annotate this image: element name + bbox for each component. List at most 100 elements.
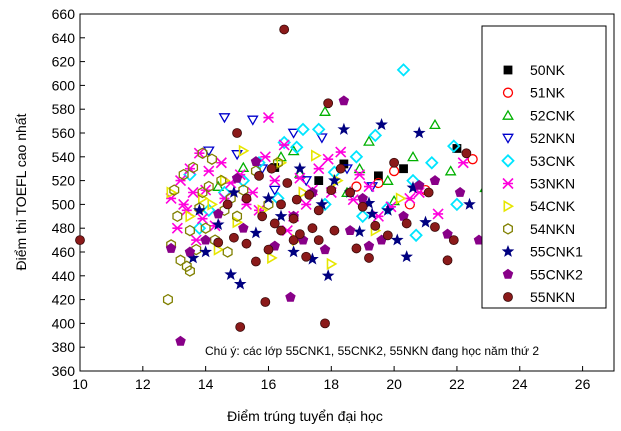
x-tick-label: 12 <box>135 376 151 392</box>
data-point <box>272 157 283 169</box>
data-point <box>300 198 312 210</box>
data-point <box>363 180 375 193</box>
data-point <box>315 133 328 144</box>
data-point <box>276 199 286 210</box>
data-point <box>425 156 439 170</box>
data-point <box>344 225 356 236</box>
data-point <box>235 322 246 332</box>
legend-marker-54NKN <box>503 223 513 235</box>
data-point <box>162 293 173 306</box>
data-point <box>211 217 225 231</box>
legend-marker-52NKN <box>502 133 514 144</box>
data-point <box>193 203 206 216</box>
data-point <box>432 208 444 220</box>
data-point <box>259 151 271 163</box>
data-point <box>301 251 312 262</box>
data-point <box>381 203 395 216</box>
legend-marker-55CNK1 <box>501 244 515 257</box>
data-point <box>187 186 199 199</box>
data-point <box>178 198 190 210</box>
data-point <box>326 257 338 271</box>
legend-marker-54CNK <box>503 200 515 213</box>
data-point <box>287 128 300 139</box>
data-point <box>313 235 324 246</box>
y-axis-label: Điểm thi TOEFL cao nhất <box>13 113 29 270</box>
data-point <box>269 175 281 187</box>
legend-marker-55CNK2 <box>502 268 514 279</box>
legend: 50NK 51NK 52CNK 52NKN 53CNK 53NKN 54CNK 54NKN 55… <box>481 25 607 309</box>
data-point <box>335 146 347 158</box>
data-point <box>370 220 381 231</box>
data-point <box>171 222 183 234</box>
data-point <box>216 174 227 187</box>
legend-label: 54CNK <box>530 198 576 214</box>
data-point <box>268 185 281 196</box>
data-point <box>353 225 366 238</box>
data-point <box>215 157 227 169</box>
data-point <box>190 234 202 246</box>
data-point <box>351 243 362 254</box>
data-point <box>365 207 379 220</box>
data-point <box>442 228 453 239</box>
legend-label: 50NK <box>530 62 566 78</box>
data-point <box>232 216 244 229</box>
data-point <box>291 194 302 205</box>
legend-items: 50NK 51NK 52CNK 52NKN 53CNK 53NKN 54CNK 54NKN 55… <box>501 62 583 305</box>
x-tick-label: 20 <box>386 376 402 392</box>
data-point <box>206 153 217 165</box>
data-point <box>278 139 290 151</box>
data-point <box>389 157 400 168</box>
data-point <box>232 128 242 138</box>
data-point <box>429 118 441 130</box>
data-point <box>319 244 331 255</box>
x-tick-label: 18 <box>324 376 340 392</box>
data-point <box>353 169 366 181</box>
data-point <box>188 161 199 174</box>
data-point <box>294 229 305 240</box>
data-point <box>321 269 335 282</box>
data-point <box>289 140 304 155</box>
data-point <box>404 192 416 205</box>
data-points <box>75 24 551 346</box>
x-tick-label: 10 <box>72 376 88 392</box>
y-tick-label: 360 <box>52 363 76 379</box>
y-tick-label: 460 <box>52 244 76 260</box>
data-point <box>266 163 277 174</box>
data-point <box>276 225 286 236</box>
data-point <box>357 201 368 212</box>
data-point <box>241 193 252 204</box>
legend-label: 51NK <box>530 85 566 101</box>
data-point <box>75 235 85 246</box>
data-point <box>314 176 324 186</box>
data-point <box>267 251 278 265</box>
data-point <box>375 118 388 131</box>
data-point <box>357 192 368 203</box>
data-point <box>246 115 259 126</box>
data-point <box>353 162 366 174</box>
data-point <box>222 246 233 258</box>
data-point <box>287 245 300 258</box>
data-point <box>274 209 288 222</box>
data-point <box>232 210 243 223</box>
data-point <box>335 163 346 174</box>
y-tick-label: 620 <box>52 54 76 70</box>
data-point <box>401 218 412 229</box>
data-point <box>191 243 202 256</box>
data-point <box>423 187 434 198</box>
data-point <box>197 186 208 199</box>
data-point <box>319 105 331 116</box>
data-point <box>430 222 440 232</box>
data-point <box>396 63 411 77</box>
data-point <box>448 235 459 246</box>
data-point <box>338 95 350 106</box>
data-point <box>442 255 453 266</box>
legend-marker-52CNK <box>502 109 514 120</box>
series-54NKN <box>162 147 283 306</box>
data-point <box>407 150 419 162</box>
data-point <box>269 218 280 229</box>
data-point <box>263 244 274 255</box>
data-point <box>328 173 341 186</box>
data-point <box>165 242 177 253</box>
data-point <box>181 260 192 273</box>
